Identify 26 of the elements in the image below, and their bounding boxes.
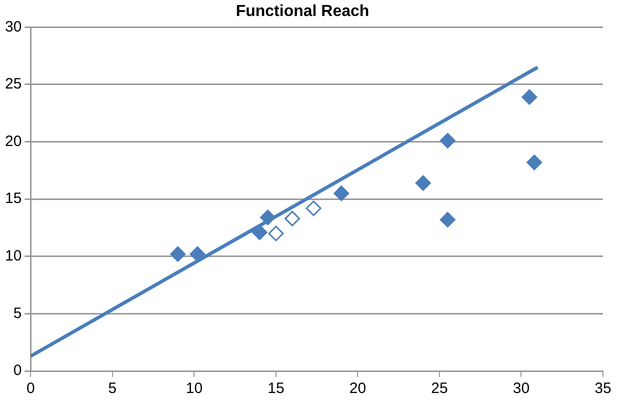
y-tick-label: 25 xyxy=(4,76,22,93)
point xyxy=(170,246,186,262)
x-tick-label: 5 xyxy=(108,380,117,398)
point xyxy=(440,132,456,148)
y-tick-label: 0 xyxy=(13,362,22,380)
chart-title: Functional Reach xyxy=(236,3,370,20)
y-tick-label: 5 xyxy=(13,304,22,322)
point xyxy=(440,212,456,228)
point xyxy=(522,89,538,105)
x-tick-label: 0 xyxy=(26,380,35,398)
point xyxy=(415,175,431,191)
x-tick-label: 20 xyxy=(349,380,366,398)
y-tick-label: 15 xyxy=(4,190,22,208)
y-tick-label: 10 xyxy=(4,248,22,265)
point xyxy=(306,200,322,216)
x-tick-label: 10 xyxy=(186,380,203,398)
point xyxy=(268,226,284,242)
x-tick-label: 35 xyxy=(594,380,612,398)
y-tick-label: 20 xyxy=(4,132,22,150)
point xyxy=(284,210,300,226)
x-tick-label: 25 xyxy=(431,380,448,398)
x-tick-label: 30 xyxy=(512,380,530,398)
point xyxy=(526,154,542,170)
x-tick-label: 15 xyxy=(268,380,284,398)
point xyxy=(334,186,350,202)
y-tick-label: 30 xyxy=(4,18,22,36)
